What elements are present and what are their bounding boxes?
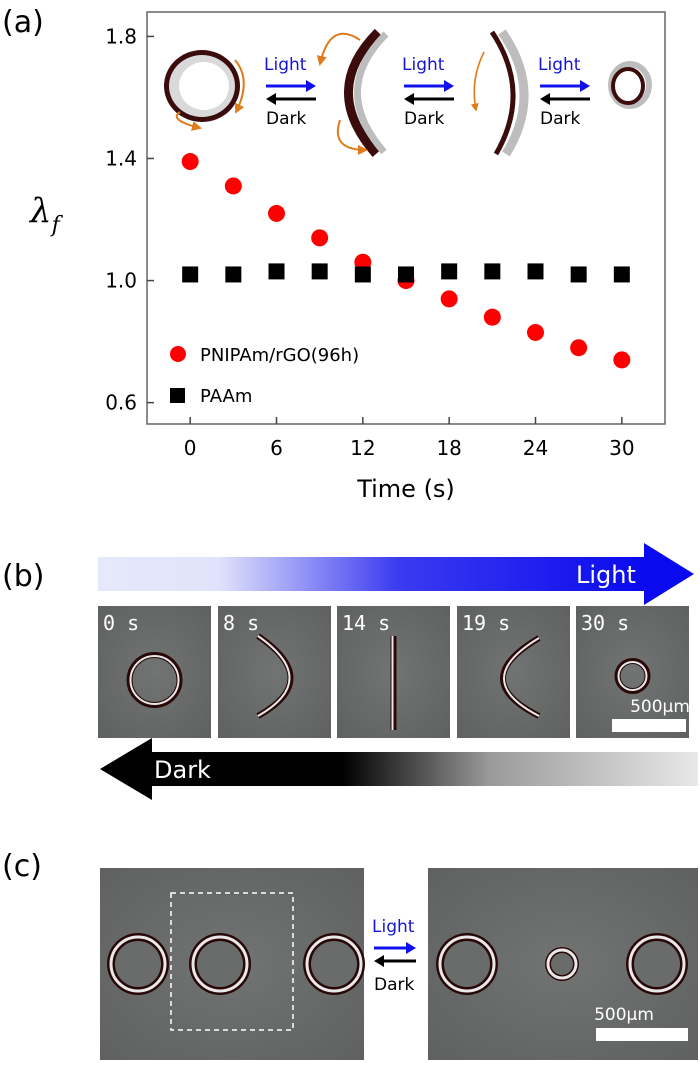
x-tick-label: 12	[350, 436, 375, 460]
data-point-pnipam	[570, 339, 588, 357]
svg-text:Light: Light	[372, 917, 415, 937]
inset-transition-1: Light Dark	[264, 55, 316, 129]
y-tick-label: 1.0	[105, 269, 137, 293]
data-point-pnipam	[613, 351, 631, 369]
schematic-arc-2	[470, 29, 529, 157]
svg-text:Light: Light	[402, 55, 445, 75]
data-point-pnipam	[527, 323, 544, 341]
svg-text:Light: Light	[264, 55, 307, 75]
svg-text:Dark: Dark	[266, 109, 306, 129]
ring-left	[107, 933, 169, 995]
data-point-paam	[268, 263, 285, 280]
x-tick-label: 30	[609, 436, 634, 460]
data-point-paam	[182, 266, 199, 283]
y-axis: 0.6 1.0 1.4 1.8	[105, 24, 154, 415]
data-series	[181, 153, 631, 369]
y-axis-label: λf	[28, 191, 64, 238]
svg-text:Dark: Dark	[374, 975, 414, 995]
frame-1: 8 s	[218, 606, 331, 738]
photo-after: 500μm	[428, 868, 698, 1060]
inset-transition-2: Light Dark	[402, 55, 454, 129]
schematic-small-ring	[608, 61, 652, 109]
scale-bar-b	[612, 719, 686, 732]
selection-box	[170, 892, 294, 1031]
data-point-paam	[570, 266, 587, 283]
ring-after-left	[436, 933, 498, 995]
schematic-ring	[164, 50, 245, 131]
data-point-paam	[311, 263, 328, 280]
y-tick-label: 1.4	[105, 146, 137, 170]
light-gradient-arrow: Light	[98, 543, 694, 605]
scale-bar-c	[596, 1028, 688, 1041]
frame-time-label: 19 s	[462, 611, 510, 635]
data-point-pnipam	[181, 153, 199, 171]
svg-text:Dark: Dark	[154, 756, 211, 784]
data-point-pnipam	[268, 204, 285, 222]
plot-frame	[146, 11, 666, 425]
panel-label-b: (b)	[2, 559, 44, 594]
frame-time-label: 30 s	[581, 611, 629, 635]
ring-after-small	[545, 947, 579, 981]
svg-text:Dark: Dark	[404, 109, 444, 129]
frame-time-label: 14 s	[342, 611, 390, 635]
frame-2: 14 s	[337, 606, 450, 738]
time-frames: 0 s 8 s 14 s 19 s 500μm 30 s	[98, 606, 690, 738]
data-point-pnipam	[224, 177, 242, 195]
photo-before	[100, 868, 365, 1060]
x-axis: 0 6 12 18 24 30	[184, 417, 635, 460]
panel-label-a: (a)	[2, 5, 44, 40]
frame-4: 500μm 30 s	[576, 606, 690, 738]
svg-text:Light: Light	[538, 55, 581, 75]
schematic-arc-1	[316, 28, 389, 157]
data-point-paam	[527, 263, 544, 280]
ring-right	[303, 933, 365, 995]
ring-after-right	[626, 933, 688, 995]
scale-bar-label-b: 500μm	[630, 697, 690, 717]
frame-3: 19 s	[457, 606, 570, 738]
data-point-paam	[354, 266, 371, 283]
x-axis-label: Time (s)	[356, 475, 455, 503]
data-point-paam	[398, 266, 414, 283]
data-point-paam	[225, 266, 242, 283]
svg-text:Light: Light	[576, 561, 636, 589]
frame-time-label: 8 s	[223, 611, 259, 635]
y-tick-label: 0.6	[105, 391, 137, 415]
legend-marker-paam	[170, 388, 185, 403]
ring-middle	[189, 933, 251, 995]
panel-c-transition: Light Dark	[372, 917, 416, 995]
legend-label-paam: PAAm	[200, 386, 252, 407]
legend-marker-pnipam	[170, 346, 186, 362]
x-tick-label: 24	[523, 436, 548, 460]
data-point-paam	[441, 263, 458, 280]
data-point-paam	[613, 266, 630, 283]
scale-bar-label-c: 500μm	[594, 1005, 654, 1025]
svg-text:Dark: Dark	[540, 109, 580, 129]
frame-0: 0 s	[98, 606, 211, 738]
x-tick-label: 6	[270, 436, 283, 460]
frame-time-label: 0 s	[103, 611, 139, 635]
data-point-pnipam	[440, 290, 458, 308]
data-point-paam	[484, 263, 501, 280]
dark-gradient-arrow: Dark	[100, 738, 698, 800]
inset-transition-3: Light Dark	[538, 55, 590, 129]
y-tick-label: 1.8	[105, 24, 137, 48]
x-tick-label: 0	[184, 436, 197, 460]
legend-label-pnipam: PNIPAm/rGO(96h)	[200, 345, 359, 366]
x-tick-label: 18	[436, 436, 461, 460]
panel-label-c: (c)	[2, 849, 42, 884]
data-point-pnipam	[483, 308, 501, 326]
data-point-pnipam	[311, 229, 329, 247]
